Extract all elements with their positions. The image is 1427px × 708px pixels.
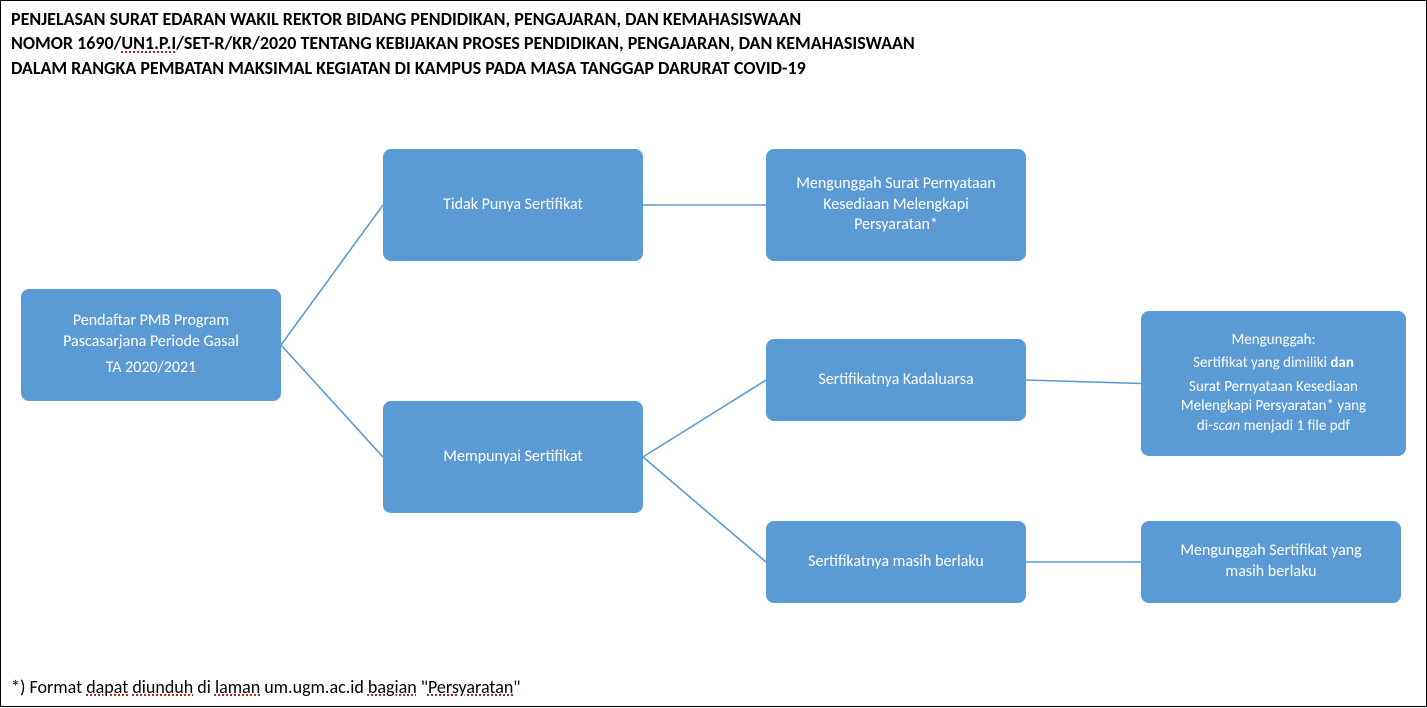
node-root-line2: Pascasarjana Periode Gasal bbox=[63, 332, 239, 353]
footnote-u5: Persyaratan bbox=[428, 676, 513, 698]
footnote-u3: laman bbox=[215, 676, 260, 698]
node-upload-expired-l2a: Sertifikat yang dimiliki bbox=[1193, 354, 1330, 372]
footnote-u4: bagian bbox=[368, 676, 417, 698]
node-root-line3: TA 2020/2021 bbox=[63, 358, 239, 379]
node-upload-valid-l1: Mengunggah Sertifikat yang bbox=[1180, 541, 1361, 562]
node-upload-expired-l5b: scan bbox=[1213, 417, 1240, 435]
node-root: Pendaftar PMB Program Pascasarjana Perio… bbox=[21, 289, 281, 401]
node-certificate-expired: Sertifikatnya Kadaluarsa bbox=[766, 339, 1026, 421]
node-upload-statement-l3: Persyaratan* bbox=[796, 215, 996, 236]
node-upload-expired: Mengunggah: Sertifikat yang dimiliki dan… bbox=[1141, 311, 1406, 456]
node-upload-expired-l1: Mengunggah: bbox=[1181, 331, 1366, 351]
node-root-line1: Pendaftar PMB Program bbox=[63, 311, 239, 332]
footnote-m3: um.ugm.ac.id bbox=[260, 676, 368, 698]
title-line2-pre: NOMOR 1690/ bbox=[11, 32, 121, 54]
node-certificate-valid-label: Sertifikatnya masih berlaku bbox=[808, 552, 984, 573]
node-has-certificate-label: Mempunyai Sertifikat bbox=[443, 447, 582, 468]
node-no-certificate-label: Tidak Punya Sertifikat bbox=[443, 195, 583, 216]
node-has-certificate: Mempunyai Sertifikat bbox=[383, 401, 643, 513]
title-line2-post: /SET-R/KR/2020 TENTANG KEBIJAKAN PROSES … bbox=[176, 32, 915, 54]
node-certificate-valid: Sertifikatnya masih berlaku bbox=[766, 521, 1026, 603]
footnote-m2: di bbox=[193, 676, 215, 698]
title-line3: DALAM RANGKA PEMBATAN MAKSIMAL KEGIATAN … bbox=[11, 57, 806, 79]
title-line1: PENJELASAN SURAT EDARAN WAKIL REKTOR BID… bbox=[11, 8, 801, 30]
node-upload-statement-l2: Kesediaan Melengkapi bbox=[796, 195, 996, 216]
footnote-m4: " bbox=[417, 676, 428, 698]
footnote-pre: *) Format bbox=[11, 676, 86, 698]
node-upload-expired-l3: Surat Pernyataan Kesediaan bbox=[1181, 378, 1366, 398]
node-upload-valid-l2: masih berlaku bbox=[1180, 562, 1361, 583]
title-line2-underline: UN1.P.I bbox=[121, 32, 176, 54]
node-upload-expired-l5c: menjadi 1 file pdf bbox=[1240, 417, 1350, 435]
node-upload-expired-l2b: dan bbox=[1330, 354, 1354, 372]
node-upload-expired-l5a: di- bbox=[1197, 417, 1213, 435]
footnote-u1: dapat bbox=[86, 676, 128, 698]
node-upload-valid: Mengunggah Sertifikat yang masih berlaku bbox=[1141, 521, 1401, 603]
node-certificate-expired-label: Sertifikatnya Kadaluarsa bbox=[818, 370, 973, 391]
node-upload-statement: Mengunggah Surat Pernyataan Kesediaan Me… bbox=[766, 149, 1026, 261]
node-no-certificate: Tidak Punya Sertifikat bbox=[383, 149, 643, 261]
node-upload-expired-l4: Melengkapi Persyaratan* yang bbox=[1181, 397, 1366, 417]
footnote-post: " bbox=[513, 676, 520, 698]
node-upload-statement-l1: Mengunggah Surat Pernyataan bbox=[796, 174, 996, 195]
footnote-u2: diunduh bbox=[132, 676, 193, 698]
diagram-canvas: PENJELASAN SURAT EDARAN WAKIL REKTOR BID… bbox=[0, 0, 1427, 707]
footnote: *) Format dapat diunduh di laman um.ugm.… bbox=[11, 676, 521, 698]
page-title: PENJELASAN SURAT EDARAN WAKIL REKTOR BID… bbox=[11, 7, 1416, 80]
